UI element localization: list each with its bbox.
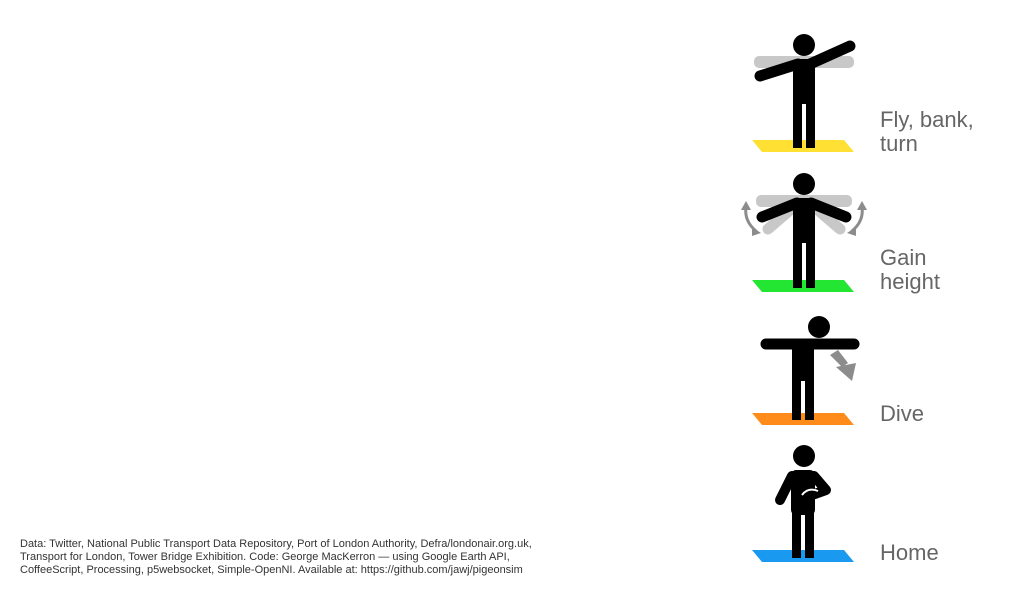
figure-left-leg <box>792 375 801 420</box>
flap-arrow-right <box>850 205 864 233</box>
figure-right-arm <box>807 471 831 500</box>
figure-left-arm <box>756 197 803 223</box>
gesture-label-dive: Dive <box>880 401 925 426</box>
floor-mat <box>752 140 854 152</box>
arms-forward-dive-icon <box>752 316 860 425</box>
floor-mat <box>752 280 854 292</box>
flap-arrowhead-right-top <box>857 201 867 210</box>
gesture-label-gain-height: Gain height <box>880 245 940 294</box>
gesture-label-home: Home <box>880 540 939 565</box>
figure-right-arm <box>805 197 852 223</box>
figure-head <box>808 316 830 338</box>
figure-torso <box>793 198 815 243</box>
flap-arrowhead-left-top <box>741 201 751 210</box>
credits-text: Data: Twitter, National Public Transport… <box>20 538 720 577</box>
dive-arrow-shaft <box>830 350 848 367</box>
arms-flapping-icon <box>741 173 867 292</box>
credits-line-2: Transport for London, Tower Bridge Exhib… <box>20 551 510 563</box>
credits-line-3: CoffeeScript, Processing, p5websocket, S… <box>20 564 523 576</box>
credits-line-1: Data: Twitter, National Public Transport… <box>20 538 532 550</box>
figure-right-leg <box>806 237 815 288</box>
figure-head <box>793 173 815 195</box>
figure-torso <box>792 341 814 381</box>
flap-arrowhead-left-bottom <box>752 227 761 236</box>
gesture-gain-height <box>740 165 870 295</box>
gesture-dive <box>740 305 870 435</box>
flap-arrow-left <box>744 205 758 233</box>
figure-right-arm <box>804 40 856 70</box>
floor-mat <box>752 550 854 562</box>
figure-left-arm <box>754 58 804 82</box>
figure-right-leg <box>805 375 814 420</box>
figure-right-leg <box>806 98 815 148</box>
figure-torso <box>793 59 815 104</box>
floor-mat <box>752 413 854 425</box>
gesture-fly <box>740 28 870 158</box>
figure-head <box>793 445 815 467</box>
gesture-label-fly: Fly, bank, turn <box>880 107 974 156</box>
figure-head <box>793 34 815 56</box>
figure-right-leg <box>805 510 814 558</box>
figure-left-arm <box>775 471 797 505</box>
figure-left-leg <box>792 510 801 558</box>
hand-on-chest-icon <box>752 445 854 562</box>
hand-outline <box>801 488 819 496</box>
dive-arrow-head <box>836 363 856 381</box>
figure-left-leg <box>793 237 802 288</box>
flap-arrowhead-right-bottom <box>847 227 856 236</box>
gesture-home <box>740 440 870 570</box>
figure-left-leg <box>793 98 802 148</box>
arms-outstretched-tilted-icon <box>752 34 856 152</box>
